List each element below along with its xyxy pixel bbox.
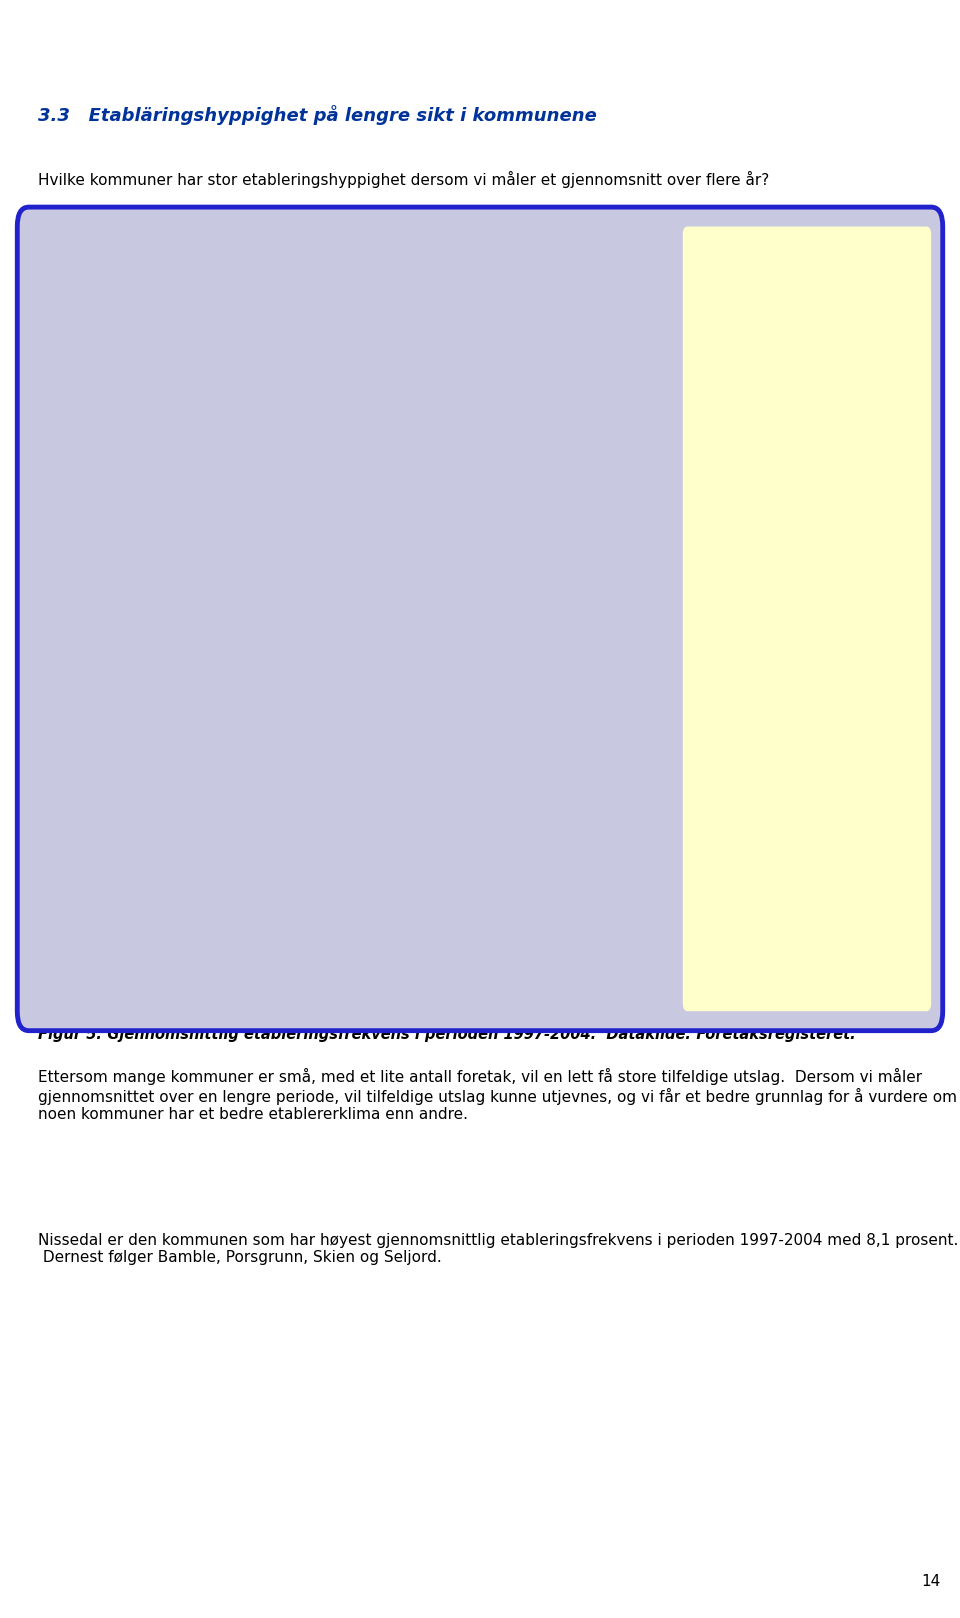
Bar — [192, 657, 640, 684]
Bar — [192, 817, 588, 845]
Text: 6,1: 6,1 — [588, 903, 613, 919]
Bar — [192, 777, 602, 806]
Text: 6,4: 6,4 — [607, 783, 633, 798]
Bar — [192, 576, 653, 605]
Bar — [192, 416, 679, 445]
Text: 8,1: 8,1 — [715, 264, 742, 278]
Text: 14: 14 — [922, 1574, 941, 1589]
Text: 7,6: 7,6 — [684, 463, 709, 479]
Bar — [192, 296, 698, 325]
Text: 7,0: 7,0 — [645, 663, 671, 678]
Text: Hvilke kommuner har stor etableringshyppighet dersom vi måler et gjennomsnitt ov: Hvilke kommuner har stor etableringshypp… — [38, 172, 770, 188]
Text: - Evaluering av de regionale etablerekontorene 2004-: - Evaluering av de regionale etablerekon… — [188, 28, 772, 45]
Bar — [192, 736, 627, 765]
Text: 7,6: 7,6 — [684, 424, 709, 438]
Text: 7,3: 7,3 — [664, 544, 690, 558]
Bar — [192, 537, 660, 565]
Text: 7,8: 7,8 — [696, 343, 722, 358]
Bar — [192, 256, 710, 285]
Text: Figur 5: Gjennomsnittlig etableringsfrekvens i perioden 1997-2004.  Datakilde: F: Figur 5: Gjennomsnittlig etableringsfrek… — [38, 1027, 856, 1042]
Text: 7,0: 7,0 — [645, 623, 671, 637]
Bar — [192, 937, 487, 966]
Bar — [192, 896, 583, 925]
Text: 7,5: 7,5 — [677, 503, 703, 518]
Bar — [192, 856, 583, 885]
Bar — [192, 497, 672, 526]
Text: 6,1: 6,1 — [588, 864, 613, 879]
Text: Nissedal er den kommunen som har høyest gjennomsnittlig etableringsfrekvens i pe: Nissedal er den kommunen som har høyest … — [38, 1233, 959, 1265]
Bar — [192, 377, 684, 404]
Text: 7,2: 7,2 — [658, 584, 684, 599]
Text: 4,6: 4,6 — [492, 943, 517, 958]
Bar — [192, 337, 691, 366]
Bar — [192, 616, 640, 646]
Text: 7,7: 7,7 — [690, 383, 716, 398]
Text: Ettersom mange kommuner er små, med et lite antall foretak, vil en lett få store: Ettersom mange kommuner er små, med et l… — [38, 1068, 957, 1123]
Bar — [192, 696, 634, 725]
Text: 6,8: 6,8 — [633, 743, 659, 759]
Text: 6,2: 6,2 — [594, 824, 620, 838]
Text: 6,9: 6,9 — [638, 704, 664, 718]
Bar — [192, 456, 679, 485]
Text: 7,9: 7,9 — [703, 303, 729, 319]
Text: 3.3   Etabläringshyppighet på lengre sikt i kommunene: 3.3 Etabläringshyppighet på lengre sikt … — [38, 105, 597, 125]
